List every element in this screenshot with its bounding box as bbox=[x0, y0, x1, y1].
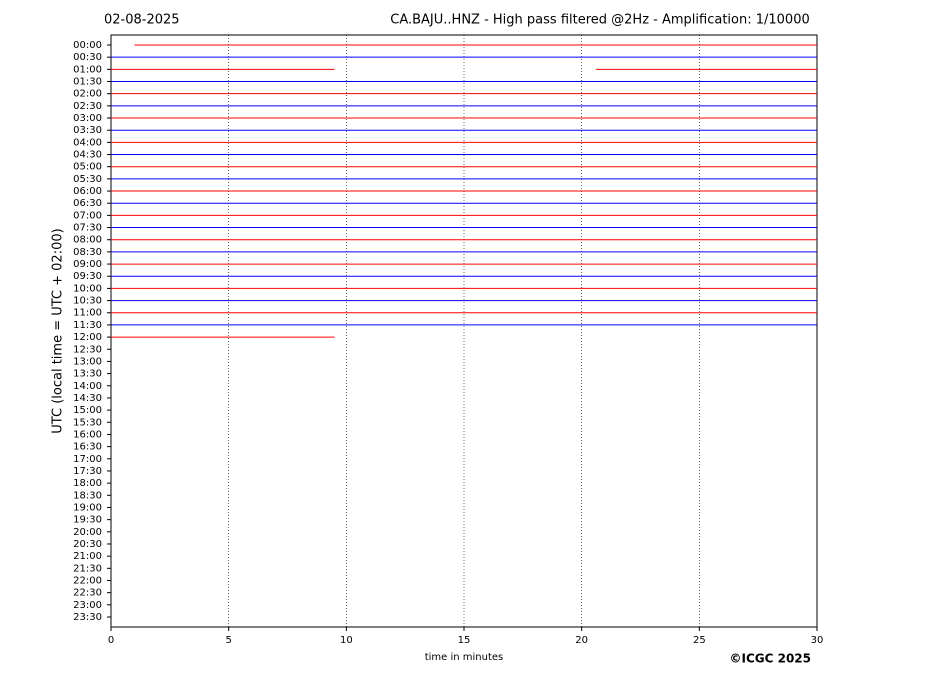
y-tick-label: 07:00 bbox=[73, 210, 102, 221]
y-tick-label: 15:00 bbox=[73, 405, 102, 416]
y-tick-label: 05:30 bbox=[73, 174, 102, 185]
y-tick-label: 02:30 bbox=[73, 101, 102, 112]
y-tick-label: 18:30 bbox=[73, 490, 102, 501]
y-tick-label: 00:30 bbox=[73, 52, 102, 63]
y-tick-label: 23:00 bbox=[73, 600, 102, 611]
y-tick-label: 21:30 bbox=[73, 563, 102, 574]
y-tick-label: 17:30 bbox=[73, 466, 102, 477]
y-tick-label: 20:00 bbox=[73, 527, 102, 538]
y-axis-label: UTC (local time = UTC + 02:00) bbox=[51, 228, 66, 433]
y-tick-label: 06:00 bbox=[73, 186, 102, 197]
y-tick-label: 20:30 bbox=[73, 539, 102, 550]
x-tick-label: 5 bbox=[225, 635, 231, 646]
y-tick-label: 14:00 bbox=[73, 381, 102, 392]
y-tick-label: 09:30 bbox=[73, 271, 102, 282]
x-axis-label: time in minutes bbox=[425, 652, 504, 663]
y-tick-label: 17:00 bbox=[73, 454, 102, 465]
x-tick-label: 25 bbox=[693, 635, 706, 646]
y-tick-label: 02:00 bbox=[73, 89, 102, 100]
y-tick-label: 22:00 bbox=[73, 575, 102, 586]
y-tick-label: 03:30 bbox=[73, 125, 102, 136]
y-tick-label: 00:00 bbox=[73, 40, 102, 51]
y-tick-label: 08:30 bbox=[73, 247, 102, 258]
y-tick-label: 11:00 bbox=[73, 308, 102, 319]
y-tick-label: 19:00 bbox=[73, 502, 102, 513]
y-tick-label: 04:30 bbox=[73, 150, 102, 161]
y-tick-label: 16:30 bbox=[73, 442, 102, 453]
x-tick-label: 10 bbox=[340, 635, 353, 646]
y-tick-label: 14:30 bbox=[73, 393, 102, 404]
y-tick-label: 10:00 bbox=[73, 283, 102, 294]
y-tick-label: 10:30 bbox=[73, 296, 102, 307]
x-tick-label: 15 bbox=[458, 635, 471, 646]
y-tick-label: 13:00 bbox=[73, 356, 102, 367]
x-tick-label: 30 bbox=[811, 635, 824, 646]
x-tick-label: 20 bbox=[575, 635, 588, 646]
y-tick-label: 01:00 bbox=[73, 64, 102, 75]
y-tick-label: 12:30 bbox=[73, 344, 102, 355]
plot-frame bbox=[110, 34, 818, 628]
y-tick-label: 22:30 bbox=[73, 588, 102, 599]
y-tick-label: 05:00 bbox=[73, 162, 102, 173]
y-tick-label: 18:00 bbox=[73, 478, 102, 489]
y-tick-label: 01:30 bbox=[73, 77, 102, 88]
credit: ©ICGC 2025 bbox=[729, 652, 811, 666]
y-tick-label: 19:30 bbox=[73, 515, 102, 526]
y-tick-label: 12:00 bbox=[73, 332, 102, 343]
y-tick-label: 07:30 bbox=[73, 223, 102, 234]
y-tick-label: 03:00 bbox=[73, 113, 102, 124]
y-tick-label: 13:30 bbox=[73, 369, 102, 380]
y-tick-label: 09:00 bbox=[73, 259, 102, 270]
x-tick-label: 0 bbox=[108, 635, 114, 646]
y-tick-label: 16:00 bbox=[73, 429, 102, 440]
chart-title: CA.BAJU..HNZ - High pass filtered @2Hz -… bbox=[390, 13, 810, 28]
y-tick-label: 08:00 bbox=[73, 235, 102, 246]
y-tick-label: 06:30 bbox=[73, 198, 102, 209]
y-tick-label: 11:30 bbox=[73, 320, 102, 331]
date: 02-08-2025 bbox=[104, 13, 180, 28]
y-tick-label: 23:30 bbox=[73, 612, 102, 623]
y-tick-label: 21:00 bbox=[73, 551, 102, 562]
y-tick-label: 04:00 bbox=[73, 137, 102, 148]
y-tick-label: 15:30 bbox=[73, 417, 102, 428]
